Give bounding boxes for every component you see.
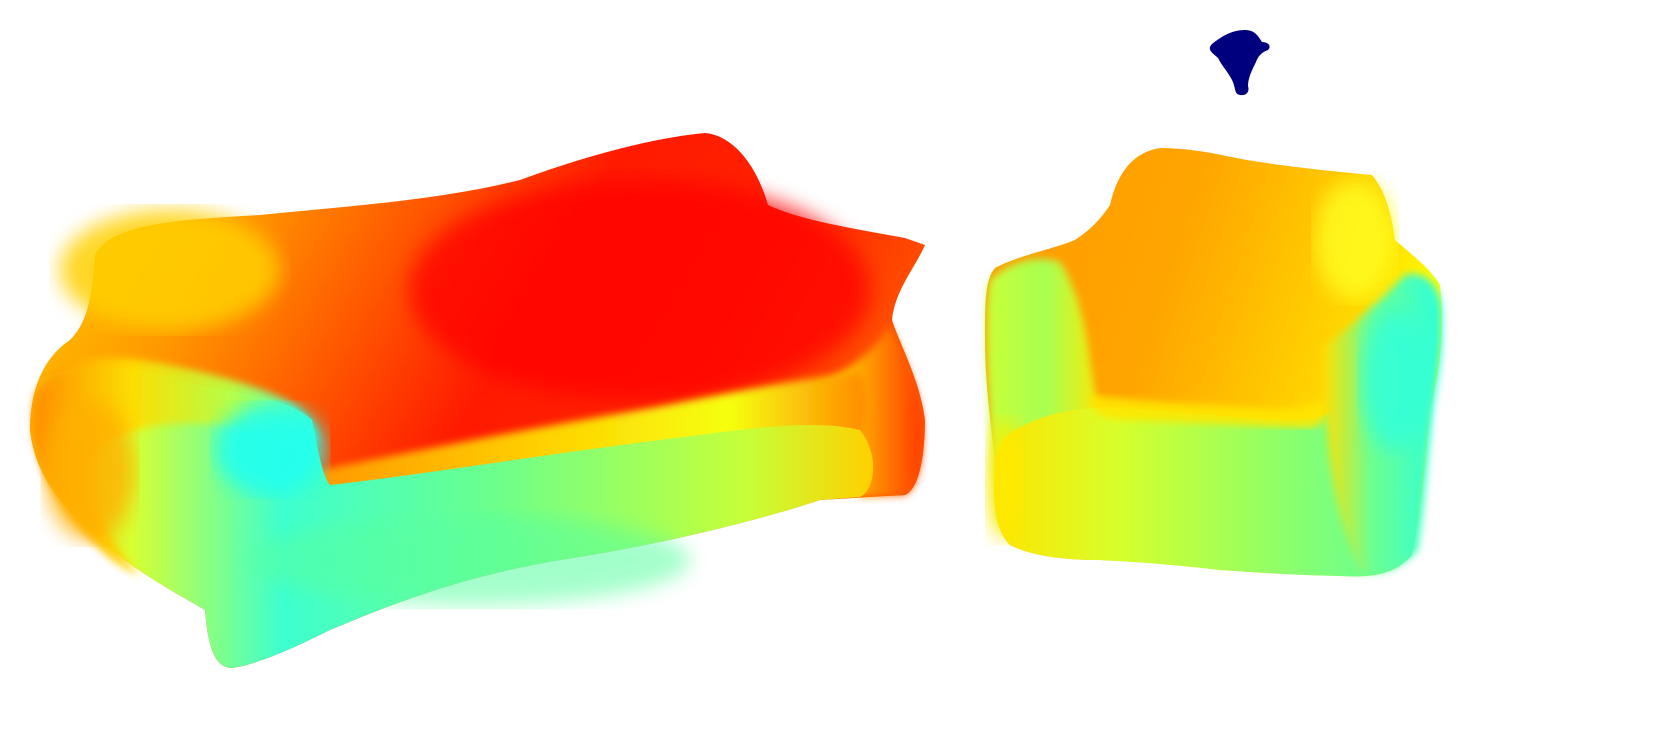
lamp-depth-blob: [1209, 30, 1270, 96]
armchair-nearest-zone: [1360, 310, 1430, 450]
sofa-nearest-zone: [215, 405, 325, 495]
sofa-depth-render: [30, 133, 925, 668]
armchair-depth-render: [985, 148, 1443, 577]
armchair-seat-cushion: [1089, 395, 1327, 428]
sofa-lower-left-edge: [45, 400, 135, 540]
armchair-left-edge: [987, 420, 1023, 540]
armchair-back-right-zone: [1315, 180, 1395, 300]
sofa-back-near-zone: [60, 210, 280, 330]
sofa-back-far-zone: [410, 180, 870, 400]
armchair-front: [993, 400, 1418, 577]
sofa-lower-band: [250, 515, 690, 605]
